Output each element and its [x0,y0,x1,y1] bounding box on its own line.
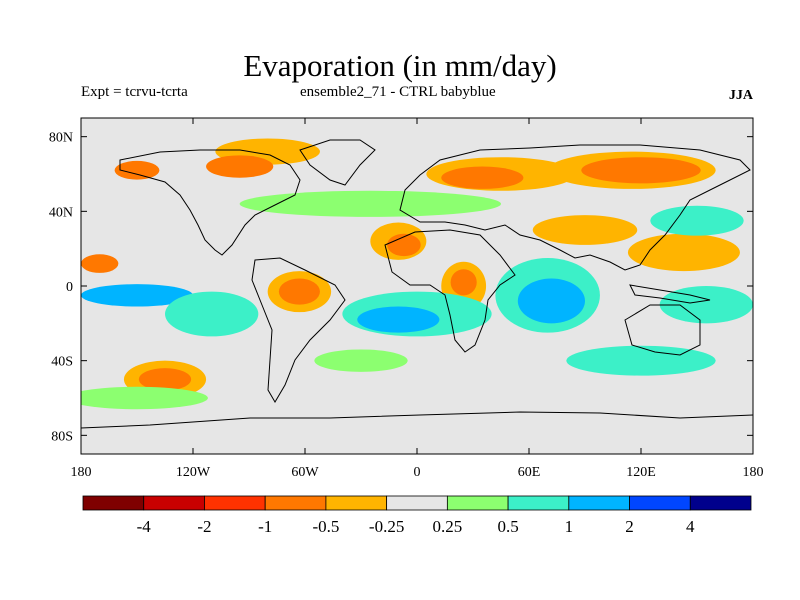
anomaly-region-6 [581,157,701,184]
lat-tick-label-3: 40S [51,355,73,370]
lon-tick-label-0: 180 [71,465,92,480]
anomaly-region-27 [314,349,408,372]
lon-tick-label-3: 0 [414,465,421,480]
coastline-north-america [119,149,301,256]
anomaly-region-29 [81,254,119,273]
lat-tick-label-4: 80S [51,429,73,444]
lat-tick-label-1: 40N [49,205,73,220]
colorbar-swatch-8 [568,495,630,511]
anomaly-region-24 [165,291,259,337]
lon-tick-label-4: 60E [518,465,541,480]
colorbar-swatch-6 [446,495,509,511]
experiment-label: Expt = tcrvu-tcrta [81,84,188,100]
anomaly-region-1 [206,155,274,178]
colorbar-swatch-1 [143,495,205,511]
anomaly-region-26 [566,345,716,376]
colorbar-label-7: 1 [565,517,574,536]
anomaly-region-14 [532,215,638,245]
anomaly-fields [81,138,753,410]
colorbar: -4 -2 -1 -0.5 -0.25 0.25 0.5 1 2 4 [82,495,752,536]
colorbar-swatch-10 [689,495,752,511]
anomaly-region-18 [81,386,208,410]
colorbar-swatch-0 [82,495,145,511]
lon-tick-label-5: 120E [626,465,656,480]
colorbar-swatch-3 [264,495,327,511]
colorbar-label-0: -4 [137,517,152,536]
colorbar-swatch-7 [507,495,570,511]
coastlines [81,139,753,429]
coastline-europe-asia [399,144,751,271]
latitude-axis: 80N 40N 0 40S 80S [49,131,753,444]
colorbar-label-1: -2 [197,517,211,536]
season-label: JJA [728,88,753,103]
anomaly-region-7 [239,190,501,217]
colorbar-label-8: 2 [625,517,634,536]
colorbar-swatch-9 [629,495,691,511]
colorbar-label-9: 4 [686,517,695,536]
longitude-axis: 180 120W 60W 0 60E 120E 180 [71,118,764,480]
coastline-greenland [299,139,376,186]
colorbar-swatch-5 [386,495,448,511]
anomaly-region-22 [517,278,586,324]
page-title: Evaporation (in mm/day) [243,48,557,83]
anomaly-region-11 [278,278,320,305]
lat-tick-label-0: 80N [49,131,73,146]
anomaly-region-9 [387,233,421,257]
colorbar-swatch-2 [204,495,266,511]
anomaly-region-13 [450,269,477,296]
lon-tick-label-2: 60W [291,465,319,480]
lon-tick-label-6: 180 [743,465,764,480]
colorbar-label-5: 0.25 [432,517,462,536]
lon-tick-label-1: 120W [176,465,211,480]
coastline-south-america [251,257,346,403]
anomaly-region-25 [659,286,753,324]
anomaly-region-2 [114,160,160,180]
coastline-antarctica [81,411,753,429]
coastline-australia [624,304,701,356]
colorbar-label-3: -0.5 [312,517,339,536]
coastline-indonesia [629,284,711,304]
anomaly-region-28 [650,205,744,236]
anomaly-region-20 [357,306,440,333]
colorbar-label-6: 0.5 [497,517,518,536]
anomaly-region-23 [81,284,193,307]
colorbar-label-4: -0.25 [369,517,404,536]
ensemble-label: ensemble2_71 - CTRL babyblue [300,84,496,100]
anomaly-region-15 [627,233,740,272]
colorbar-swatch-4 [325,495,388,511]
coastline-africa [384,229,516,353]
lat-tick-label-2: 0 [66,280,73,295]
colorbar-label-2: -1 [258,517,272,536]
anomaly-region-17 [138,368,192,391]
anomaly-region-4 [441,166,524,189]
